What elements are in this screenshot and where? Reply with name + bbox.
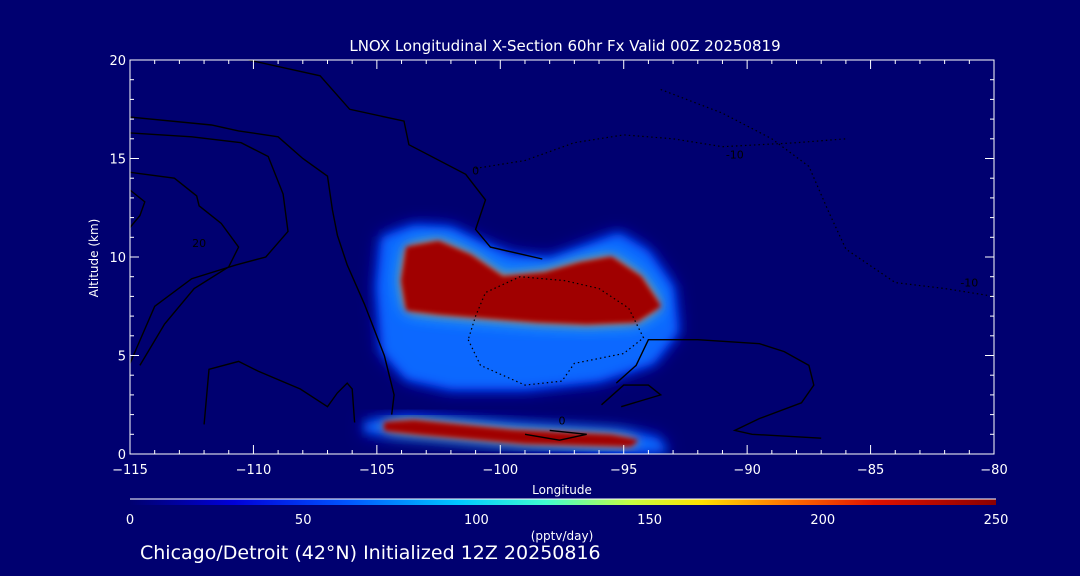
- contour-layer: 0 0 -10 -10 20: [130, 60, 994, 441]
- contour-line: [601, 384, 663, 408]
- lnox-region-boundary-layer-band: [364, 416, 669, 452]
- colorbar-tick-label: 200: [810, 513, 835, 528]
- contour-line: [130, 189, 146, 228]
- colorbar-tick-label: 100: [464, 513, 489, 528]
- x-tick-label: −85: [857, 463, 884, 478]
- contour-line: [248, 60, 543, 260]
- contour-line: [660, 88, 994, 297]
- contour-line: [475, 134, 846, 169]
- contour-line: [203, 360, 356, 425]
- x-tick-label: −100: [482, 463, 518, 478]
- lnox-core: [384, 420, 639, 447]
- contour-line: [130, 116, 395, 415]
- y-axis-label: Altitude (km): [87, 219, 101, 298]
- x-tick-label: −110: [236, 463, 272, 478]
- colorbar: 0 50 100 150 200 250: [126, 498, 1009, 528]
- lnox-core: [401, 241, 661, 324]
- colorbar-tick-label: 50: [295, 513, 312, 528]
- y-tick-label: 5: [118, 350, 126, 365]
- y-tick-label: 15: [109, 153, 126, 168]
- contour-line: [524, 429, 587, 441]
- colorbar-tick-label: 150: [637, 513, 662, 528]
- contour-line: [130, 132, 289, 364]
- x-tick-label: −80: [980, 463, 1007, 478]
- colorbar-gradient: [130, 499, 996, 505]
- contour-label: 20: [192, 237, 206, 250]
- x-tick-label: −105: [359, 463, 395, 478]
- contour-label: -10: [960, 277, 978, 290]
- contour-label: -10: [726, 149, 744, 162]
- footer-caption: Chicago/Detroit (42°N) Initialized 12Z 2…: [140, 542, 601, 564]
- contour-line: [467, 276, 645, 386]
- lnox-region-upper-anvil: [376, 225, 678, 389]
- x-axis-label: Longitude: [532, 483, 592, 497]
- x-tick-label: −115: [112, 463, 148, 478]
- contour-label: 0: [472, 164, 479, 177]
- colorbar-tick-label: 250: [984, 513, 1009, 528]
- x-tick-label: −90: [733, 463, 760, 478]
- contour-label: 0: [559, 414, 566, 427]
- lnox-fill-layer: [364, 225, 678, 452]
- contour-line: [130, 171, 240, 366]
- axes-layer: −115 −110 −105 −100 −95 −90 −85 −80 0 5 10 15 20: [109, 54, 1007, 478]
- y-tick-label: 20: [109, 54, 126, 69]
- chart-title: LNOX Longitudinal X-Section 60hr Fx Vali…: [349, 37, 780, 55]
- colorbar-tick-label: 0: [126, 513, 134, 528]
- contour-line: [615, 339, 822, 439]
- y-tick-label: 0: [118, 448, 126, 463]
- x-tick-label: −95: [610, 463, 637, 478]
- colorbar-unit-label: (pptv/day): [531, 529, 594, 543]
- y-tick-label: 10: [109, 251, 126, 266]
